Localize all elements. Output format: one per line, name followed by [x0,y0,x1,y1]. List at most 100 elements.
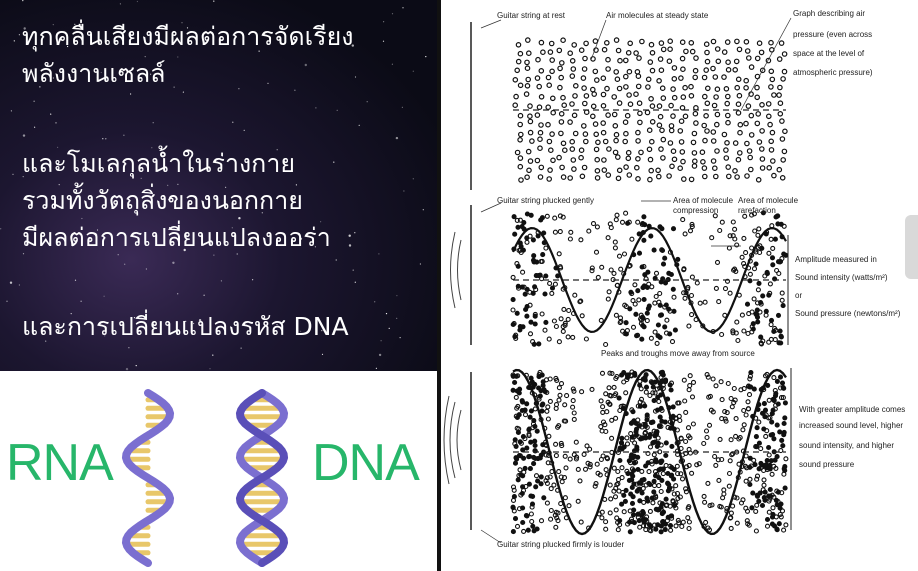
molecule [776,166,783,173]
molecule [703,41,710,48]
molecule [613,485,619,491]
molecule [757,243,763,249]
molecule [701,173,708,180]
text-line-6: และการเปลี่ยนแปลงรหัส DNA [22,312,349,341]
molecule [549,68,555,75]
molecule [659,378,665,384]
molecule [514,523,521,529]
molecule [535,233,541,239]
molecule [644,109,651,116]
star [374,301,376,303]
molecule [671,476,677,482]
molecule [515,263,521,269]
star [70,76,72,78]
firm-wave [512,368,787,536]
molecule [764,271,770,277]
molecule [645,432,651,438]
molecule [721,49,728,55]
molecule [647,156,654,163]
molecule [705,480,711,486]
molecule [774,454,780,460]
star [354,76,357,78]
molecule [694,462,700,468]
molecule [600,129,607,136]
molecule [569,146,576,152]
star [9,281,13,284]
molecule [756,280,762,286]
molecule [565,316,571,322]
molecule [671,503,678,509]
side-scroll-handle[interactable] [905,215,918,279]
molecule [739,312,745,318]
star [140,177,142,179]
star [74,23,76,25]
molecule [579,389,585,395]
molecule [657,414,663,420]
star [18,34,20,36]
molecule [616,85,623,92]
molecule [764,523,771,529]
molecule [525,76,532,83]
star [45,340,47,342]
molecule [641,214,647,220]
molecule [768,68,775,75]
star [358,124,360,126]
molecule [560,37,566,44]
panel-divider [437,0,441,571]
molecule [524,239,530,245]
molecule [644,518,650,524]
backbone-strand [121,389,175,567]
molecule [537,129,544,136]
molecule [673,483,679,489]
molecule [657,500,663,506]
molecule [735,156,742,163]
molecule [534,112,541,118]
molecule [539,258,545,264]
star [336,109,338,111]
molecule [667,331,673,337]
molecule [613,507,619,513]
molecule [524,174,530,181]
molecule [651,483,658,489]
molecule [562,495,568,501]
molecule [723,86,730,92]
molecule [523,306,529,313]
molecule [601,167,608,173]
molecule [736,46,743,53]
star [412,70,414,72]
molecule [717,436,723,442]
molecule [534,157,541,164]
molecule [552,229,558,235]
molecule [776,521,782,527]
molecule [777,429,783,435]
molecule [560,140,567,147]
molecule [738,500,745,506]
molecule [617,457,623,464]
molecule [636,250,643,256]
rna-helix-icon [121,389,175,567]
molecule [678,139,685,145]
molecule [616,253,623,259]
molecule [712,213,718,219]
molecule [773,402,779,408]
molecule [687,228,694,234]
molecule [754,94,761,101]
molecule [777,374,784,380]
molecule [520,505,526,511]
molecule [581,123,587,129]
molecule [774,502,780,508]
molecule [704,434,710,441]
molecule [700,323,706,329]
molecule [559,443,565,449]
star [133,317,136,319]
molecule [623,390,629,396]
molecule [524,445,530,451]
molecule [668,127,675,134]
molecule [548,516,554,522]
star [125,367,129,371]
molecule [559,479,565,485]
molecule [748,132,755,138]
molecule [713,94,719,100]
molecule [759,128,765,134]
molecule [670,113,676,119]
